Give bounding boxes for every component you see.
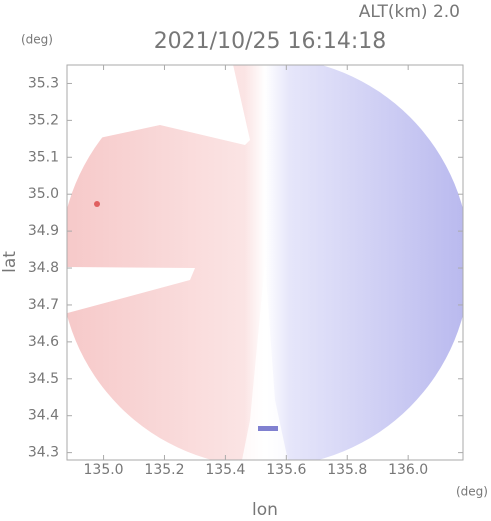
y-tick-label: 34.3 — [28, 445, 59, 461]
x-label: lon — [252, 500, 278, 520]
x-tick-label: 136.0 — [388, 462, 428, 478]
chart-title: 2021/10/25 16:14:18 — [154, 29, 387, 54]
y-label: lat — [0, 251, 20, 273]
x-tick-label: 135.6 — [266, 462, 306, 478]
echo-gap — [67, 65, 250, 156]
y-unit: (deg) — [21, 33, 53, 47]
y-tick-label: 34.7 — [28, 297, 59, 313]
y-tick-label: 34.8 — [28, 260, 59, 276]
y-tick-label: 34.6 — [28, 334, 59, 350]
x-tick-label: 135.2 — [144, 462, 184, 478]
y-tick-label: 35.2 — [28, 112, 59, 128]
echo-gap — [67, 267, 195, 314]
y-tick-label: 34.4 — [28, 408, 59, 424]
subtitle: ALT(km) 2.0 — [359, 2, 460, 22]
plot-frame — [66, 64, 464, 461]
x-tick-label: 135.0 — [84, 462, 124, 478]
y-tick-label: 34.9 — [28, 223, 59, 239]
y-tick-label: 34.5 — [28, 371, 59, 387]
radar-image — [67, 65, 463, 460]
echo-spot — [258, 426, 278, 431]
y-tick-label: 35.1 — [28, 149, 59, 165]
x-tick-label: 135.4 — [205, 462, 245, 478]
y-tick-label: 35.3 — [28, 75, 59, 91]
zero-band — [242, 262, 288, 460]
echo-spot — [94, 201, 100, 207]
x-unit: (deg) — [456, 485, 488, 499]
x-tick-label: 135.8 — [327, 462, 367, 478]
y-tick-label: 35.0 — [28, 186, 59, 202]
